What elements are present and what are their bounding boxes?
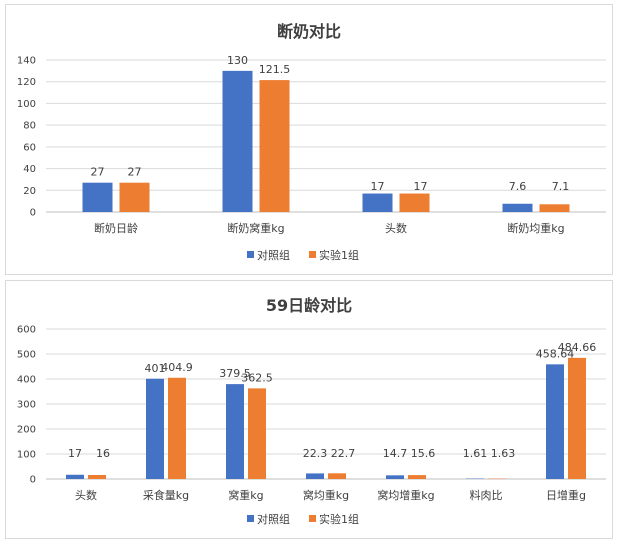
y-tick-label: 0 xyxy=(30,208,36,219)
data-label: 401 xyxy=(145,362,166,375)
category-label: 断奶日龄 xyxy=(94,221,138,235)
data-label: 7.6 xyxy=(509,180,527,193)
bar-control xyxy=(362,193,393,212)
data-label: 16 xyxy=(96,447,110,460)
y-tick-label: 400 xyxy=(17,375,36,386)
y-tick-label: 200 xyxy=(17,425,36,436)
data-label: 22.3 xyxy=(303,447,328,460)
category-label: 采食量kg xyxy=(143,488,189,502)
legend-swatch xyxy=(309,251,316,258)
bar-experiment xyxy=(88,475,106,479)
data-label: 484.66 xyxy=(558,341,597,354)
y-tick-label: 100 xyxy=(17,450,36,461)
bar-experiment xyxy=(328,473,346,479)
legend-label: 对照组 xyxy=(257,248,290,262)
data-label: 404.9 xyxy=(161,361,193,374)
bar-control xyxy=(66,474,84,479)
legend-label: 对照组 xyxy=(257,512,290,526)
data-label: 14.7 xyxy=(383,447,408,460)
weaning-chart: 断奶对比 0 20 40 60 80 100 120 140 断奶日龄 27 27 断奶窝重kg 130 1… xyxy=(17,22,606,262)
bar-control xyxy=(306,473,324,479)
category-label: 窝重kg xyxy=(228,488,263,502)
bar-experiment xyxy=(568,357,586,479)
bar-control xyxy=(386,475,404,479)
legend-label: 实验1组 xyxy=(319,248,359,262)
y-tick-label: 300 xyxy=(17,400,36,411)
bar-control xyxy=(502,203,533,212)
data-label: 7.1 xyxy=(552,180,570,193)
y-tick-label: 500 xyxy=(17,350,36,361)
legend-swatch xyxy=(247,251,254,258)
data-label: 17 xyxy=(414,180,428,193)
data-label: 379.5 xyxy=(219,367,251,380)
data-label: 17 xyxy=(68,447,82,460)
bar-experiment xyxy=(259,80,290,212)
data-label: 1.63 xyxy=(491,447,516,460)
data-label: 1.61 xyxy=(463,447,488,460)
chart-title: 断奶对比 xyxy=(277,22,341,41)
y-tick-label: 60 xyxy=(23,142,36,153)
y-tick-label: 140 xyxy=(17,56,36,67)
category-label: 窝均重kg xyxy=(303,488,349,502)
category-label: 头数 xyxy=(75,489,97,502)
data-label: 27 xyxy=(128,166,142,179)
bar-experiment xyxy=(248,388,266,479)
y-tick-label: 0 xyxy=(30,475,36,486)
chart-panel-day59: 59日龄对比 0 100 200 300 400 500 600 头数 17 16 采食量kg 401 4… xyxy=(5,280,613,539)
bar-control xyxy=(546,364,564,479)
bar-experiment xyxy=(408,475,426,479)
bar-experiment xyxy=(168,377,186,479)
data-label: 17 xyxy=(371,180,385,193)
y-tick-label: 40 xyxy=(23,164,36,175)
legend-label: 实验1组 xyxy=(319,512,359,526)
bar-control xyxy=(82,182,113,212)
data-label: 27 xyxy=(91,166,105,179)
data-label: 362.5 xyxy=(241,371,273,384)
y-tick-label: 120 xyxy=(17,77,36,88)
category-label: 断奶均重kg xyxy=(507,221,564,235)
legend-swatch xyxy=(247,515,254,522)
data-label: 15.6 xyxy=(411,447,436,460)
chart-panel-weaning: 断奶对比 0 20 40 60 80 100 120 140 断奶日龄 27 27 断奶窝重kg 130 1… xyxy=(5,4,613,275)
data-label: 22.7 xyxy=(331,447,356,460)
y-tick-label: 600 xyxy=(17,325,36,336)
bar-control xyxy=(146,378,164,479)
bar-control xyxy=(226,384,244,479)
bar-experiment xyxy=(399,193,430,212)
category-label: 日增重g xyxy=(546,488,586,502)
data-label: 130 xyxy=(227,54,248,67)
bar-experiment xyxy=(119,182,150,212)
bar-control xyxy=(222,70,253,212)
chart-title: 59日龄对比 xyxy=(266,296,352,315)
category-label: 头数 xyxy=(385,222,407,235)
y-tick-label: 100 xyxy=(17,99,36,110)
legend-swatch xyxy=(309,515,316,522)
category-label: 料肉比 xyxy=(470,488,503,502)
category-label: 窝均增重kg xyxy=(377,488,434,502)
category-label: 断奶窝重kg xyxy=(227,221,284,235)
data-label: 458.64 xyxy=(536,347,575,360)
data-label: 121.5 xyxy=(259,63,291,76)
y-tick-label: 20 xyxy=(23,186,36,197)
bar-experiment xyxy=(539,204,570,212)
y-tick-label: 80 xyxy=(23,121,36,132)
